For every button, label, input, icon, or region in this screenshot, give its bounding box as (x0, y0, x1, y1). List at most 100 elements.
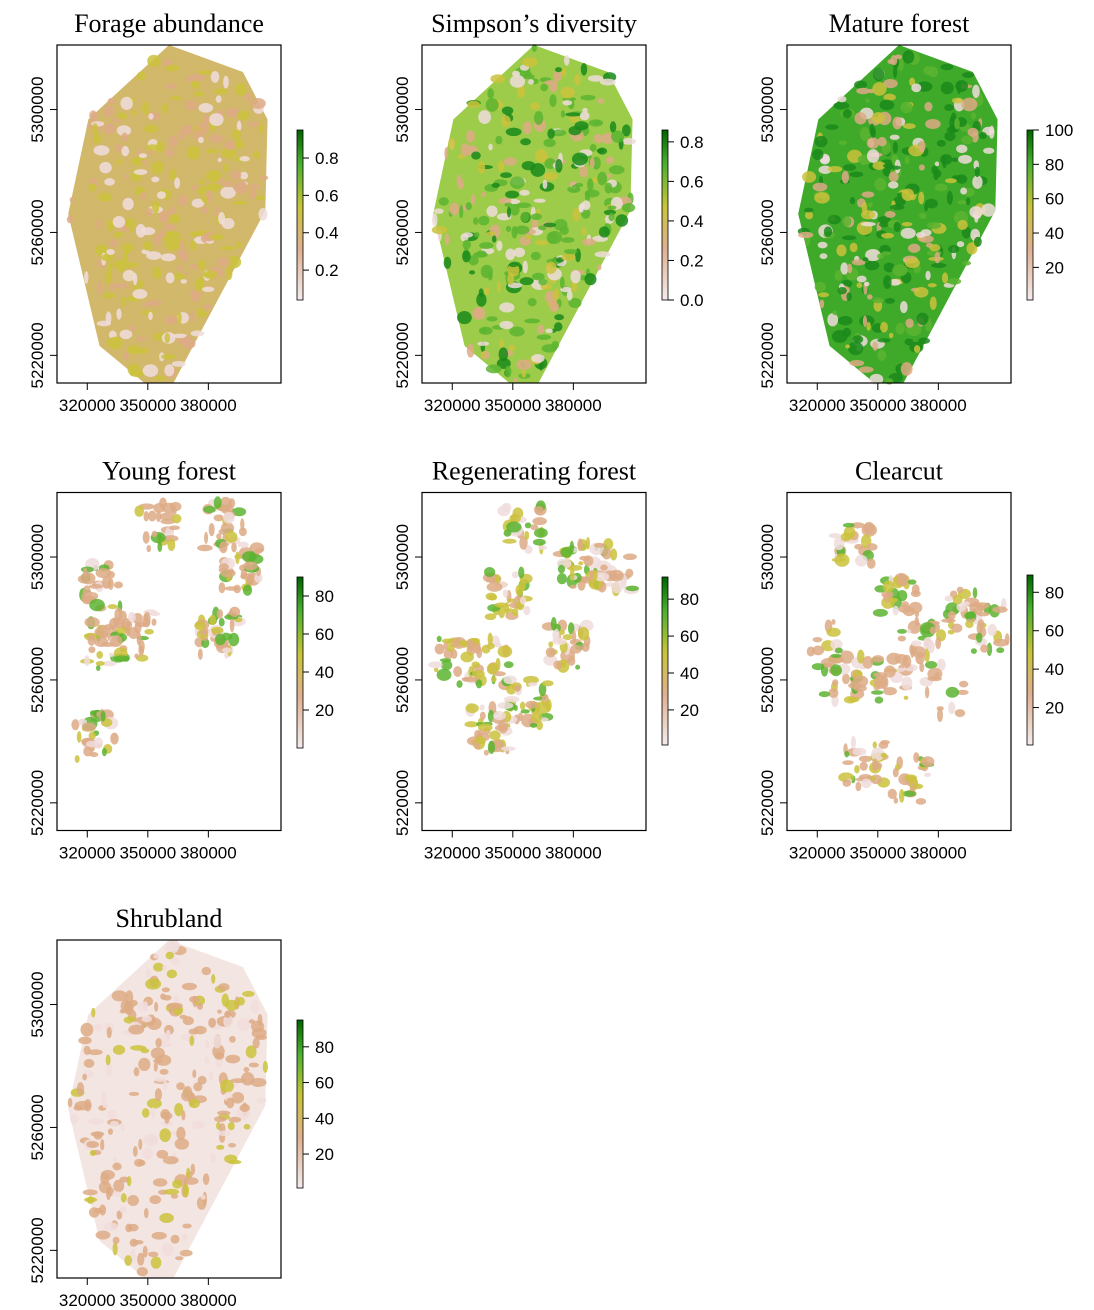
map-title: Forage abundance (74, 9, 264, 38)
raster-patch (106, 1186, 111, 1201)
raster-patch (457, 311, 472, 325)
raster-patch (182, 338, 196, 349)
raster-patch (548, 641, 554, 648)
raster-patch (502, 589, 509, 598)
raster-patch (516, 84, 526, 99)
raster-patch (88, 731, 96, 740)
raster-patch (202, 286, 215, 293)
raster-patch (974, 214, 979, 223)
raster-patch (109, 282, 115, 293)
raster-patch (940, 63, 954, 71)
raster-patch (858, 755, 873, 763)
raster-patch (177, 194, 189, 207)
raster-patch (99, 1204, 107, 1216)
raster-patch (258, 121, 263, 135)
raster-patch (574, 74, 581, 86)
raster-patch (872, 741, 877, 749)
raster-patch (113, 231, 123, 238)
raster-patch (164, 364, 175, 377)
colorbar-label: 40 (1045, 224, 1064, 243)
raster-patch (571, 152, 588, 166)
raster-patch (877, 216, 891, 224)
raster-patch (218, 618, 225, 627)
raster-patch (872, 608, 888, 617)
raster-patch (958, 154, 972, 164)
raster-patch (487, 88, 495, 100)
raster-patch (154, 233, 161, 246)
raster-patch (129, 999, 138, 1007)
raster-patch (109, 239, 118, 248)
raster-patch (831, 329, 848, 343)
raster-patch (814, 281, 827, 293)
raster-patch (190, 240, 197, 251)
raster-patch (506, 206, 511, 218)
raster-patch (593, 542, 606, 548)
raster-patch (143, 124, 159, 133)
raster (806, 521, 1010, 805)
raster-patch (919, 662, 925, 673)
raster-patch (540, 83, 549, 92)
raster-patch (923, 65, 935, 76)
raster-patch (554, 67, 563, 73)
colorbar-label: 20 (1045, 699, 1064, 718)
raster-patch (147, 54, 161, 68)
raster-patch (138, 1057, 151, 1072)
raster-patch (116, 112, 127, 120)
raster-patch (138, 1138, 143, 1150)
raster-patch (487, 632, 493, 646)
raster-patch (854, 765, 860, 774)
raster-patch (236, 120, 242, 132)
raster-patch (256, 1097, 267, 1104)
raster-patch (107, 262, 113, 274)
raster-patch (519, 536, 528, 550)
raster-patch (155, 1054, 172, 1066)
raster-patch (161, 354, 176, 360)
raster-patch (142, 1001, 148, 1012)
raster-patch (252, 1037, 260, 1049)
raster-patch (154, 375, 166, 381)
raster-patch (209, 1071, 214, 1082)
raster-patch (227, 255, 242, 269)
raster-patch (818, 292, 830, 298)
raster-patch (970, 112, 977, 120)
raster-patch (104, 178, 115, 186)
raster-patch (518, 566, 525, 579)
raster (428, 500, 639, 756)
raster-patch (888, 597, 898, 603)
raster-patch (115, 143, 122, 152)
raster-patch (519, 189, 530, 196)
raster-patch (153, 1061, 158, 1072)
raster-patch (225, 999, 239, 1011)
raster-patch (145, 207, 153, 217)
raster-patch (926, 221, 941, 229)
raster-patch (520, 138, 532, 146)
raster-patch (145, 968, 151, 978)
x-tick-label: 350000 (849, 844, 906, 863)
raster-patch (127, 363, 141, 376)
raster-patch (867, 202, 873, 208)
raster-patch (951, 623, 963, 633)
map-panel: Shrubland 320000 350000 380000 5220000 526000… (28, 904, 334, 1310)
raster-patch (202, 1173, 210, 1186)
raster-patch (560, 86, 576, 99)
colorbar-label: 60 (315, 625, 334, 644)
raster-patch (203, 311, 208, 317)
raster-patch (82, 1189, 98, 1196)
raster-patch (481, 644, 491, 654)
raster-patch (579, 165, 589, 178)
raster-patch (243, 1067, 250, 1073)
raster-patch (155, 140, 164, 153)
raster-patch (532, 517, 547, 526)
raster-patch (902, 654, 912, 669)
raster-patch (849, 242, 858, 253)
raster-patch (533, 198, 546, 203)
raster-patch (918, 191, 925, 205)
raster-patch (467, 100, 480, 108)
raster-patch (227, 1121, 235, 1131)
raster-patch (197, 186, 207, 196)
raster-patch (120, 96, 133, 110)
raster-patch (901, 188, 915, 201)
raster-patch (148, 113, 154, 120)
raster-patch (494, 724, 508, 732)
raster-patch (237, 1017, 250, 1032)
